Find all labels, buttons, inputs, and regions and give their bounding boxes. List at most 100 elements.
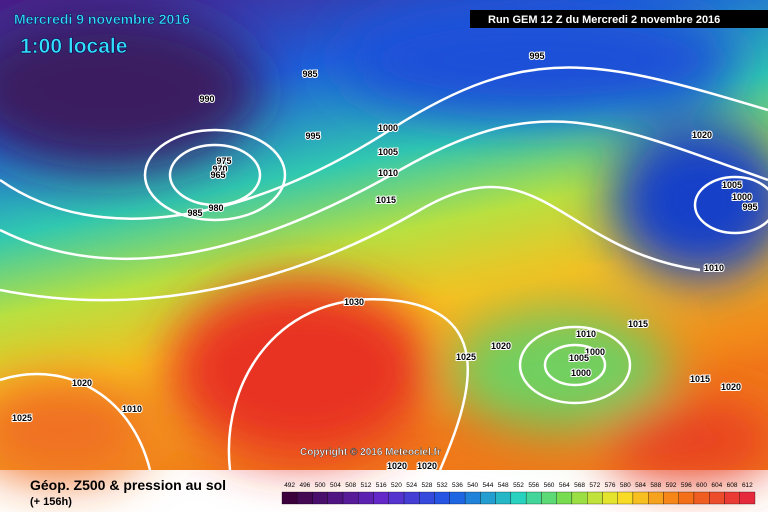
isobar-label: 1025	[456, 352, 476, 362]
legend-swatch	[464, 491, 481, 505]
legend-swatch	[632, 491, 649, 505]
legend-value: 532	[437, 482, 448, 489]
time: 1:00 locale	[20, 35, 127, 58]
legend-value: 564	[559, 482, 570, 489]
legend-swatch	[587, 491, 603, 505]
legend-value: 512	[360, 482, 371, 489]
isobar-label: 1005	[378, 147, 398, 157]
isobar-label: 1015	[628, 319, 648, 329]
legend-value: 612	[742, 482, 753, 489]
isobar-label: 975	[216, 156, 231, 166]
legend-subtitle: (+ 156h)	[30, 496, 72, 508]
legend-swatch	[449, 491, 466, 505]
legend-value: 540	[467, 482, 478, 489]
legend-scale: 492 496 500 504 508 512 516 520 524 528 532 536 540 5…	[281, 482, 756, 505]
legend-swatch	[556, 491, 573, 505]
isobar-label: 1020	[491, 341, 511, 351]
isobar-label: 995	[529, 51, 544, 61]
legend-value: 604	[711, 482, 722, 489]
isobar-label: 1020	[721, 382, 741, 392]
legend-swatch	[678, 491, 695, 505]
isobar-label: 1000	[585, 347, 605, 357]
legend-value: 592	[666, 482, 677, 489]
isobar-label: 985	[187, 208, 202, 218]
isobar-label: 970	[212, 164, 227, 174]
legend-swatch	[312, 491, 328, 505]
legend-value: 608	[727, 482, 738, 489]
isobar-label: 1010	[576, 329, 596, 339]
legend-swatch	[541, 491, 557, 505]
isobar-label: 1010	[378, 168, 398, 178]
legend-value: 568	[574, 482, 585, 489]
isobar-label: 1000	[571, 368, 591, 378]
legend-swatch	[693, 491, 710, 505]
legend-value: 572	[589, 482, 600, 489]
run-title: Run GEM 12 Z du Mercredi 2 novembre 2016	[488, 14, 720, 26]
isobar-label: 995	[305, 131, 320, 141]
legend-value: 580	[620, 482, 631, 489]
legend-value: 560	[544, 482, 555, 489]
date: Mercredi 9 novembre 2016	[14, 11, 190, 27]
legend-swatch	[648, 491, 664, 505]
legend-value: 588	[650, 482, 661, 489]
legend-value: 552	[513, 482, 524, 489]
legend-value: 492	[284, 482, 295, 489]
isobar-label: 985	[302, 69, 317, 79]
legend-value: 576	[605, 482, 616, 489]
legend-swatch	[495, 491, 512, 505]
legend-swatch	[358, 491, 374, 505]
legend-value: 584	[635, 482, 646, 489]
legend-value: 544	[483, 482, 494, 489]
legend-swatch	[709, 491, 725, 505]
legend-swatch	[525, 491, 542, 505]
legend-swatch	[388, 491, 405, 505]
isobar-label: 965	[210, 170, 225, 180]
isobar-label: 1025	[12, 413, 32, 423]
copyright: Copyright © 2016 Meteociel.fr	[300, 447, 441, 458]
legend-value: 556	[528, 482, 539, 489]
legend-value: 600	[696, 482, 707, 489]
legend-swatch	[480, 491, 496, 505]
legend-swatch	[297, 491, 313, 505]
legend-swatch	[403, 491, 420, 505]
isobar-label: 1020	[417, 461, 437, 471]
isobar-label: 1000	[378, 123, 398, 133]
legend-value: 508	[345, 482, 356, 489]
legend-swatch	[510, 491, 527, 505]
legend-swatch	[342, 491, 359, 505]
isobar-label: 990	[199, 94, 214, 104]
legend-value: 528	[422, 482, 433, 489]
isobar-label: 1005	[722, 180, 742, 190]
isobar-label: 1015	[376, 195, 396, 205]
isobar-label: 1030	[344, 297, 364, 307]
isobar-label: 1015	[690, 374, 710, 384]
legend-value: 500	[315, 482, 326, 489]
legend-value: 596	[681, 482, 692, 489]
isobar-label: 1010	[704, 263, 724, 273]
legend-value: 520	[391, 482, 402, 489]
legend-value: 536	[452, 482, 463, 489]
isobar-label: 1020	[387, 461, 407, 471]
legend-swatch	[739, 491, 756, 505]
legend-swatch	[373, 491, 389, 505]
legend-swatch	[434, 491, 450, 505]
isobar-label: 995	[742, 202, 757, 212]
legend-value: 504	[330, 482, 341, 489]
isobar-label: 1005	[569, 353, 589, 363]
legend-swatch	[724, 491, 740, 505]
isobar-labels: 9859909959951000100510101015975970965980…	[11, 50, 759, 472]
legend-swatch	[663, 491, 679, 505]
isobar-label: 1020	[692, 130, 712, 140]
run-banner	[470, 10, 768, 28]
isobar-label: 1020	[72, 378, 92, 388]
legend-value: 516	[376, 482, 387, 489]
legend-value: 496	[299, 482, 310, 489]
legend-swatch	[602, 491, 618, 505]
isobar-label: 980	[208, 203, 223, 213]
isobar-label: 1010	[122, 404, 142, 414]
legend-value: 524	[406, 482, 417, 489]
legend-value: 548	[498, 482, 509, 489]
legend-swatch	[327, 491, 344, 505]
